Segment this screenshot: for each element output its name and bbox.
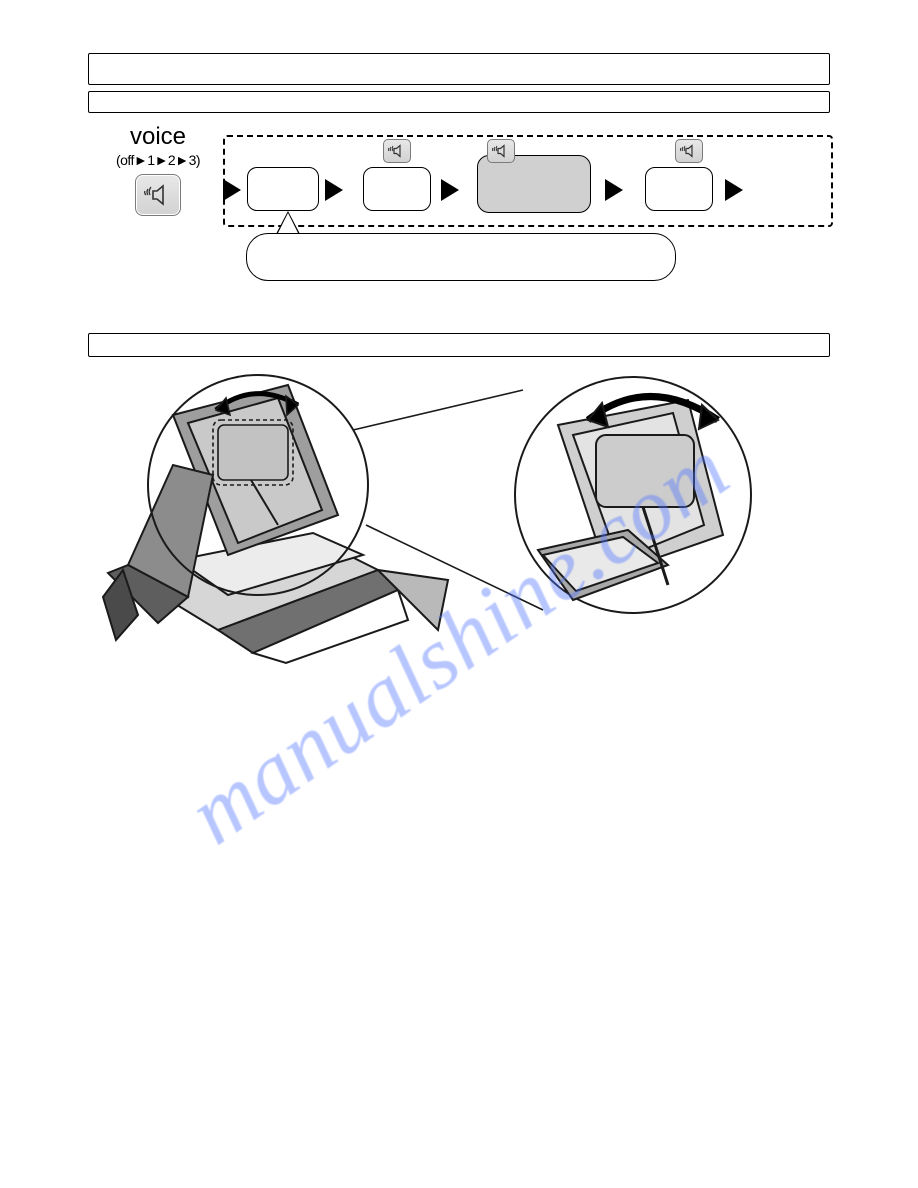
voice-setting-row: voice (off►1►2►3) <box>88 123 830 293</box>
voice-button[interactable] <box>135 174 181 216</box>
speaker-icon <box>679 144 699 158</box>
voice-step-level1 <box>363 167 431 211</box>
cycle-arrow-icon <box>223 179 241 201</box>
voice-mini-indicator <box>487 139 515 163</box>
cycle-arrow-icon <box>325 179 343 201</box>
illustration-area <box>88 375 830 675</box>
voice-label: voice <box>98 123 218 151</box>
caption-bubble <box>246 233 676 281</box>
chair-illustration <box>68 365 808 665</box>
cycle-arrow-icon <box>605 179 623 201</box>
section-title-box <box>88 53 830 85</box>
speaker-icon <box>387 144 407 158</box>
voice-button-group: voice (off►1►2►3) <box>98 123 218 216</box>
voice-cycle-box <box>223 135 833 227</box>
page-root: voice (off►1►2►3) <box>0 0 918 1188</box>
speaker-icon <box>491 144 511 158</box>
voice-mini-indicator <box>675 139 703 163</box>
cycle-arrow-icon <box>725 179 743 201</box>
voice-step-off <box>247 167 319 211</box>
voice-step-level2 <box>477 155 591 213</box>
speaker-icon <box>143 184 173 206</box>
voice-step-level3 <box>645 167 713 211</box>
cycle-inner <box>225 137 831 225</box>
cycle-arrow-icon <box>441 179 459 201</box>
voice-sublabel: (off►1►2►3) <box>98 152 218 168</box>
bubble-tail <box>278 213 298 233</box>
voice-mini-indicator <box>383 139 411 163</box>
section-separator-box <box>88 333 830 357</box>
subsection-box <box>88 91 830 113</box>
